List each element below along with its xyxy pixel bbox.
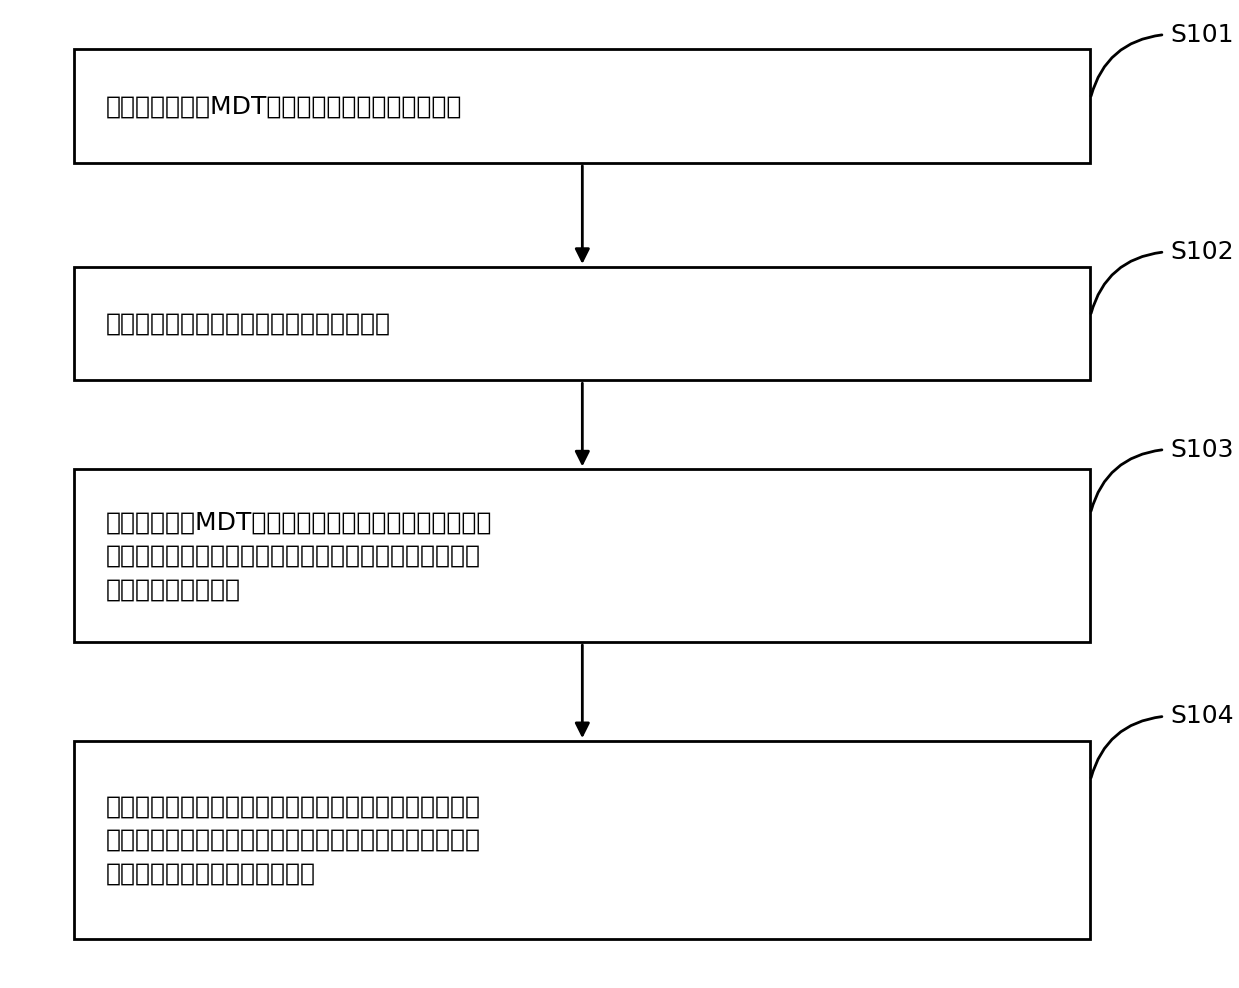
Text: 在确定天线调整优化目标的基础上，构建分别由主小区性
能参数和天线调整动作组成的状态集和动作集，通过进行
强化学习实现对天线的优化调整: 在确定天线调整优化目标的基础上，构建分别由主小区性 能参数和天线调整动作组成的状… [105,794,481,885]
Text: S104: S104 [1171,704,1234,728]
Bar [74,49,1090,163]
Text: S101: S101 [1171,23,1234,46]
Bar [74,267,1090,380]
Text: S103: S103 [1171,438,1234,461]
Bar [74,469,1090,642]
Text: 获取用户上报的MDT数据，对用户小区进行栅格化: 获取用户上报的MDT数据，对用户小区进行栅格化 [105,94,462,119]
Bar [74,741,1090,939]
Text: 调整天线使天线方位波束对正用户聚类方向: 调整天线使天线方位波束对正用户聚类方向 [105,311,390,336]
Text: S102: S102 [1171,240,1234,264]
Text: 基于栅格化的MDT数据计算主小区信号覆盖参数，根据
主小区信号覆盖参数判断是否需要对天线进行调整；如果
需要调整，转下一步: 基于栅格化的MDT数据计算主小区信号覆盖参数，根据 主小区信号覆盖参数判断是否需… [105,510,492,602]
